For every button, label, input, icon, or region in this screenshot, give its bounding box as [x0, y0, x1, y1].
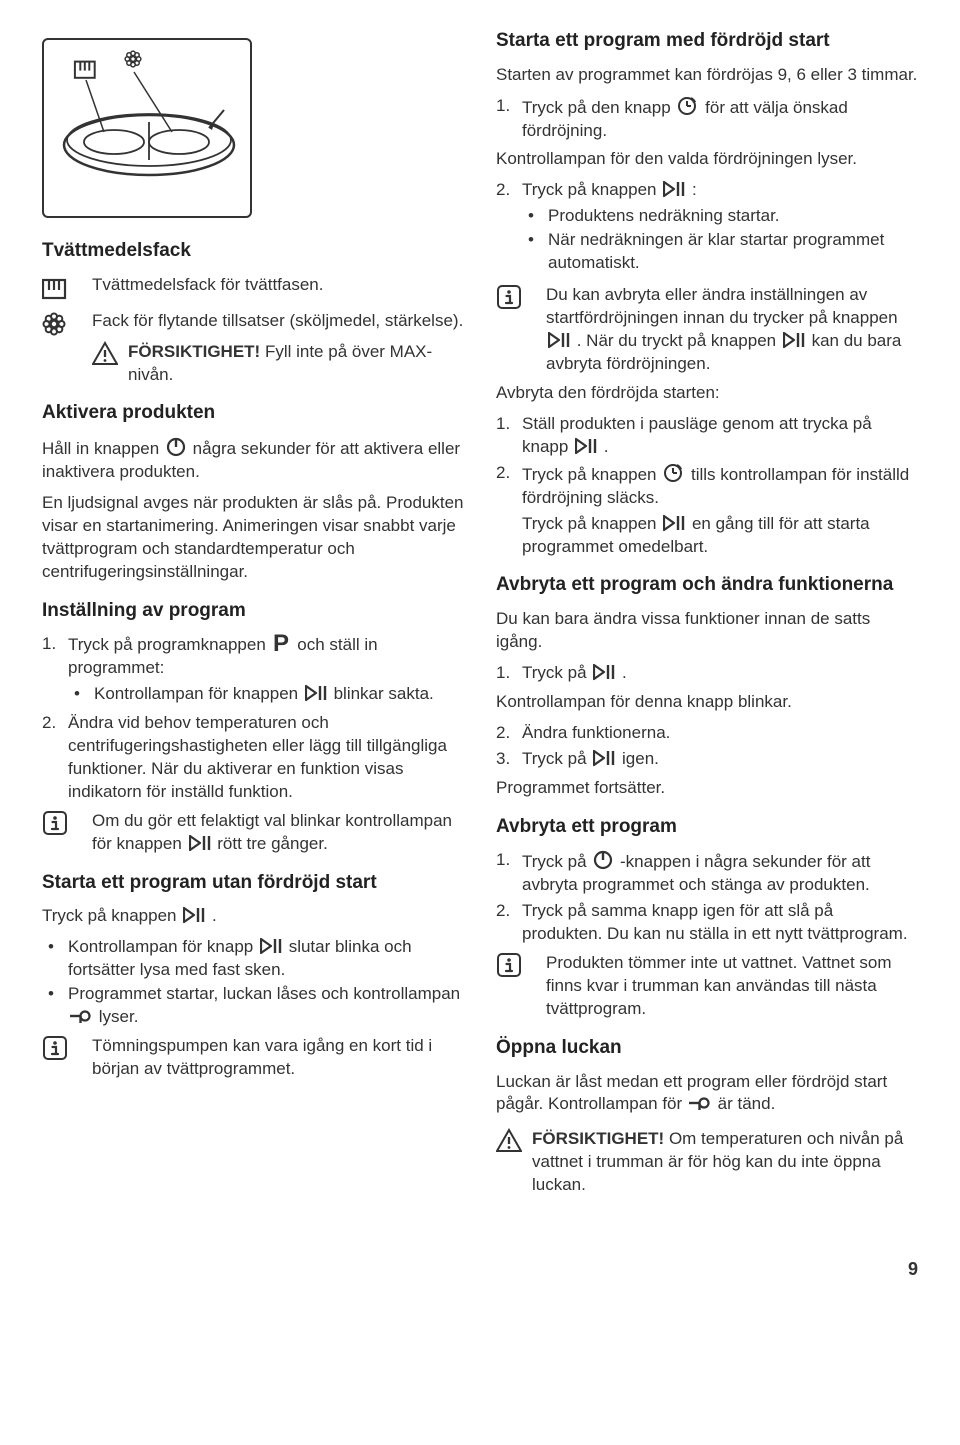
sp1-text: Tryck på programknappen och ställ in pro… — [68, 635, 378, 677]
lock-icon — [70, 1007, 92, 1025]
flower-icon — [42, 310, 78, 338]
list-number: 1. — [496, 95, 522, 143]
cd2-text: Tryck på knappen tills kontrollampan för… — [522, 465, 909, 507]
playpause-icon — [575, 436, 597, 456]
caution-fyll-text: FÖRSIKTIGHET! Fyll inte på över MAX-nivå… — [128, 341, 464, 387]
d2-text: Tryck på knappen : — [522, 180, 697, 199]
cc3-text: Tryck på igen. — [522, 748, 918, 771]
heading-delay: Starta ett program med fördröjd start — [496, 28, 918, 54]
playpause-icon — [183, 905, 205, 925]
heading-cancel: Avbryta ett program — [496, 814, 918, 840]
c2-text: Tryck på samma knapp igen för att slå på… — [522, 900, 918, 946]
caution-icon — [496, 1128, 522, 1154]
compartment-additives-text: Fack för flytande tillsatser (sköljmedel… — [92, 310, 464, 333]
sp-info-text: Om du gör ett felaktigt val blinkar kont… — [92, 810, 464, 856]
wash-compartment-icon — [42, 274, 78, 302]
playpause-icon — [663, 513, 685, 533]
playpause-icon — [783, 330, 805, 350]
list-number: 2. — [496, 722, 522, 745]
cc1-text: Tryck på . — [522, 662, 918, 685]
compartment-wash-text: Tvättmedelsfack för tvättfasen. — [92, 274, 323, 297]
sp1-bullet: Kontrollampan för knappen blinkar sakta. — [68, 683, 464, 706]
snd-bullet-2: Programmet startar, luckan låses och kon… — [42, 983, 464, 1029]
open-caution-text: FÖRSIKTIGHET! Om temperaturen och nivån … — [532, 1128, 918, 1197]
d-info-text: Du kan avbryta eller ändra inställningen… — [546, 284, 918, 376]
snd-line: Tryck på knappen . — [42, 905, 464, 928]
delay-intro: Starten av programmet kan fördröjas 9, 6… — [496, 64, 918, 87]
list-number: 2. — [42, 712, 68, 804]
cancel-delay-intro: Avbryta den fördröjda starten: — [496, 382, 918, 405]
sp2-text: Ändra vid behov temperaturen och centrif… — [68, 712, 464, 804]
heading-compartment: Tvättmedelsfack — [42, 238, 464, 264]
list-number: 1. — [496, 662, 522, 685]
lock-icon — [689, 1094, 711, 1112]
list-number: 1. — [496, 413, 522, 459]
activate-text-1: Håll in knappen några sekunder för att a… — [42, 436, 464, 484]
info-icon — [496, 284, 532, 310]
playpause-icon — [189, 833, 211, 853]
heading-open: Öppna luckan — [496, 1035, 918, 1061]
power-icon — [166, 436, 186, 457]
list-number: 1. — [496, 849, 522, 897]
d1-after: Kontrollampan för den valda fördröjninge… — [496, 148, 918, 171]
p-icon — [273, 633, 291, 653]
cc-outro: Programmet fortsätter. — [496, 777, 918, 800]
heading-setprog: Inställning av program — [42, 598, 464, 624]
activate-text-2: En ljudsignal avges när produkten är slå… — [42, 492, 464, 584]
d2-bullet-2: När nedräkningen är klar startar program… — [522, 229, 918, 275]
info-icon — [42, 1035, 78, 1061]
cd1-text: Ställ produkten i pausläge genom att try… — [522, 413, 918, 459]
playpause-icon — [548, 330, 570, 350]
playpause-icon — [260, 936, 282, 956]
cc-intro: Du kan bara ändra vissa funktioner innan… — [496, 608, 918, 654]
list-number: 2. — [496, 179, 522, 278]
heading-activate: Aktivera produkten — [42, 400, 464, 426]
list-number: 2. — [496, 462, 522, 559]
d2-bullet-1: Produktens nedräkning startar. — [522, 205, 918, 228]
heading-cancel-change: Avbryta ett program och ändra funktioner… — [496, 572, 918, 598]
cd2-after: Tryck på knappen en gång till för att st… — [522, 513, 918, 559]
playpause-icon — [593, 662, 615, 682]
playpause-icon — [593, 748, 615, 768]
cc1-after: Kontrollampan för denna knapp blinkar. — [496, 691, 918, 714]
clock-icon — [663, 462, 684, 483]
heading-start-nodelay: Starta ett program utan fördröjd start — [42, 870, 464, 896]
list-number: 1. — [42, 633, 68, 709]
clock-icon — [677, 95, 698, 116]
info-icon — [42, 810, 78, 836]
list-number: 2. — [496, 900, 522, 946]
c1-text: Tryck på -knappen i några sekunder för a… — [522, 849, 918, 897]
open-text: Luckan är låst medan ett program eller f… — [496, 1071, 918, 1117]
list-number: 3. — [496, 748, 522, 771]
playpause-icon — [663, 179, 685, 199]
c-info-text: Produkten tömmer inte ut vattnet. Vattne… — [546, 952, 918, 1021]
caution-icon — [92, 341, 118, 367]
snd-info-text: Tömningspumpen kan vara igång en kort ti… — [92, 1035, 464, 1081]
playpause-icon — [305, 683, 327, 703]
power-icon — [593, 849, 613, 870]
d1-text: Tryck på den knapp för att välja önskad … — [522, 95, 918, 143]
snd-bullet-1: Kontrollampan för knapp slutar blinka oc… — [42, 936, 464, 982]
dispenser-illustration — [42, 38, 252, 218]
page-number: 9 — [42, 1257, 918, 1281]
info-icon — [496, 952, 532, 978]
cc2-text: Ändra funktionerna. — [522, 722, 918, 745]
